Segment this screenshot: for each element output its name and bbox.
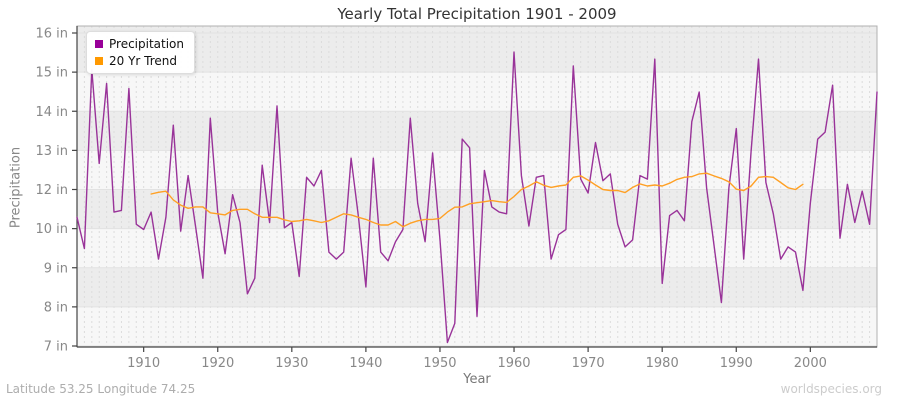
trend-line (150, 172, 804, 228)
legend-box: Precipitation 20 Yr Trend (86, 31, 196, 74)
y-axis-title: Precipitation (8, 146, 24, 229)
x-tick-label: 1940 (349, 356, 382, 371)
x-tick-label: 1960 (497, 356, 530, 371)
y-tick-label: 13 in (35, 144, 68, 159)
coordinates-label: Latitude 53.25 Longitude 74.25 (6, 382, 196, 396)
y-tick-label: 16 in (35, 27, 68, 42)
y-tick-label: 8 in (44, 300, 68, 315)
x-tick-label: 1920 (201, 356, 234, 371)
precipitation-swatch-icon (95, 40, 103, 48)
x-tick-label: 1990 (720, 356, 753, 371)
y-tick-label: 15 in (35, 66, 68, 81)
x-tick-label: 1930 (275, 356, 308, 371)
x-tick-label: 1910 (127, 356, 160, 371)
y-tick-label: 14 in (35, 105, 68, 120)
trend-swatch-icon (95, 57, 103, 65)
x-tick-label: 1950 (423, 356, 456, 371)
y-tick-label: 10 in (35, 222, 68, 237)
legend-entry-precipitation: Precipitation (95, 37, 184, 51)
precipitation-line (76, 51, 878, 344)
y-tick-label: 12 in (35, 183, 68, 198)
plot-band (77, 26, 877, 73)
legend-label: 20 Yr Trend (109, 54, 178, 68)
chart-title: Yearly Total Precipitation 1901 - 2009 (337, 5, 617, 23)
watermark-label: worldspecies.org (780, 382, 882, 396)
x-tick-label: 2000 (794, 356, 827, 371)
x-tick-label: 1970 (572, 356, 605, 371)
y-tick-label: 7 in (44, 340, 68, 355)
legend-entry-trend: 20 Yr Trend (95, 54, 184, 68)
x-axis-title: Year (463, 372, 491, 387)
legend-label: Precipitation (109, 37, 185, 51)
x-tick-label: 1980 (646, 356, 679, 371)
y-tick-label: 9 in (44, 261, 68, 276)
